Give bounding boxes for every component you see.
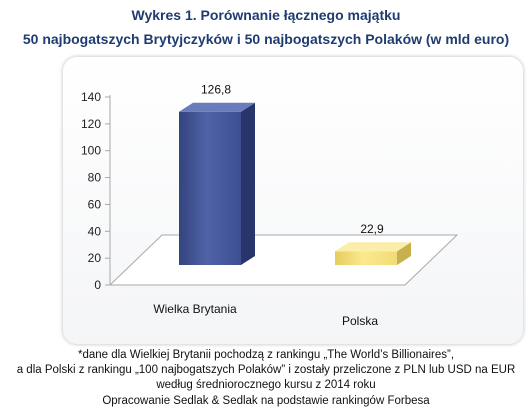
- footnote-line-3: według średniorocznego kursu z 2014 roku: [156, 379, 376, 391]
- bar-2-side: [397, 242, 411, 265]
- source-line: Opracowanie Sedlak & Sedlak na podstawie…: [102, 395, 430, 407]
- y-tick-label-60: 60: [88, 197, 102, 211]
- y-tick-label-0: 0: [94, 278, 101, 292]
- y-tick-label-140: 140: [81, 90, 101, 104]
- chart-title-line-1: Wykres 1. Porównanie łącznego majątku: [131, 7, 401, 23]
- y-tick-label-80: 80: [88, 171, 102, 185]
- bar-1-side: [241, 102, 255, 266]
- bar-2-top: [335, 242, 411, 252]
- bar-1-top: [179, 102, 255, 112]
- chart-title-line-2: 50 najbogatszych Brytyjczyków i 50 najbo…: [22, 31, 510, 47]
- bar-2-front: [335, 251, 397, 265]
- footnote-line-2: a dla Polski z rankingu „100 najbogatszy…: [16, 364, 516, 376]
- bar-1-front: [179, 111, 241, 266]
- y-tick-label-100: 100: [81, 144, 101, 158]
- x-category-label-1: Wielka Brytania: [153, 302, 237, 316]
- data-label-1: 126,8: [201, 83, 231, 97]
- y-tick-label-120: 120: [81, 117, 101, 131]
- y-tick-label-40: 40: [88, 224, 102, 238]
- chart-frame: [63, 57, 523, 344]
- x-category-label-2: Polska: [342, 314, 378, 328]
- footnote-line-1: *dane dla Wielkiej Brytanii pochodzą z r…: [77, 349, 455, 361]
- data-label-2: 22,9: [360, 222, 384, 236]
- y-tick-label-20: 20: [88, 251, 102, 265]
